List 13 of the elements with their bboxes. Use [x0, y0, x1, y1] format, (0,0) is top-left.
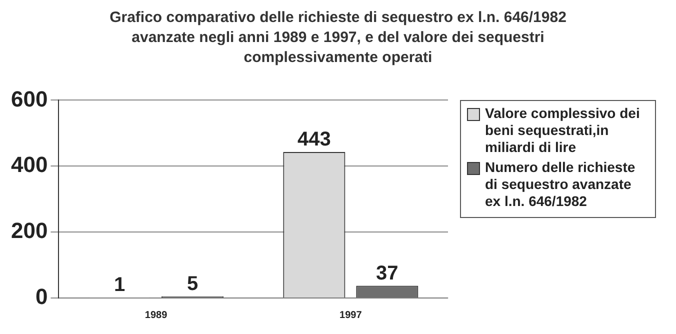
legend-label: Valore complessivo dei beni sequestrati,in miliardi di lire: [485, 105, 641, 156]
data-label: 1: [114, 274, 126, 296]
y-tick-label: 600: [10, 86, 48, 112]
y-tick-label: 200: [10, 218, 48, 244]
data-label: 443: [297, 128, 331, 150]
y-tick-label: 400: [10, 152, 48, 178]
x-tick-label: 1989: [144, 310, 168, 321]
legend-label: Numero delle richieste di sequestro avanzate ex l.n. 646/1982: [485, 159, 636, 210]
y-tick-label: 0: [35, 284, 48, 310]
chart-title: Grafico comparativo delle richieste di sequestro ex l.n. 646/1982 avanzate negli anni 1989 e 1997, e del valore dei sequestri complessivamente operati: [108, 8, 568, 68]
data-label: 37: [376, 262, 398, 284]
x-tick-label: 1997: [340, 310, 362, 321]
data-label: 5: [186, 272, 198, 295]
